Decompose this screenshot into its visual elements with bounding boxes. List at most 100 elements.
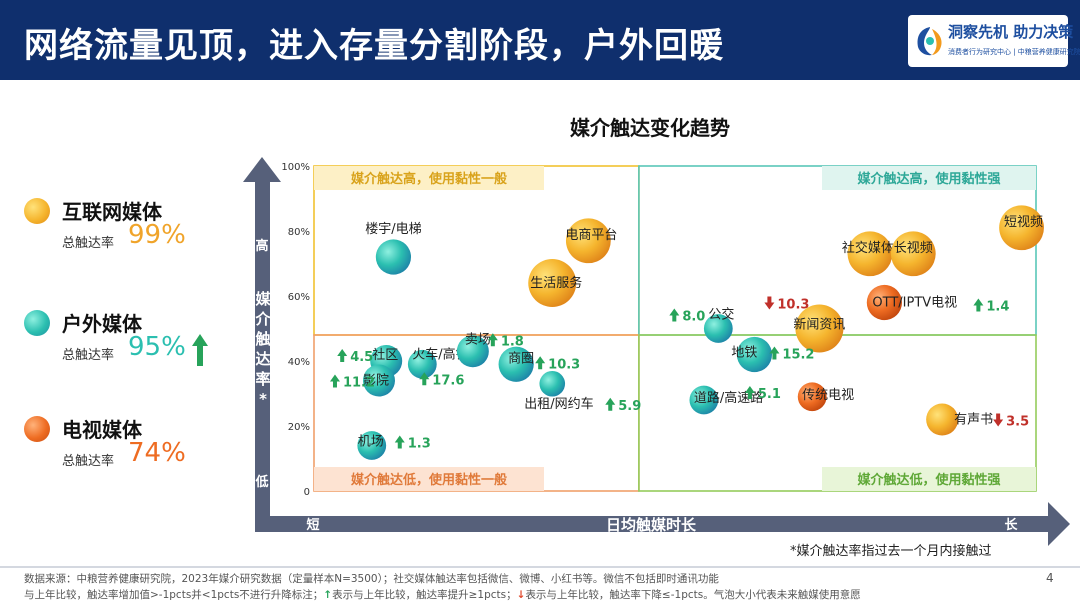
bubble-label: 影院 — [363, 374, 389, 389]
trend-change-value: 15.2 — [782, 348, 814, 363]
chart-footnote: *媒介触达率指过去一个月内接触过 — [790, 544, 992, 559]
bubble-label: 生活服务 — [530, 275, 582, 291]
bubble-label: 传统电视 — [802, 388, 854, 403]
quadrant-label-top-right: 媒介触达高，使用黏性强 — [857, 171, 1000, 187]
y-low-label: 低 — [254, 474, 268, 490]
logo-subtitle: 消费者行为研究中心 | 中粮营养健康研究院 — [948, 48, 1080, 56]
y-tick-label: 40% — [288, 357, 310, 368]
bubble-label: 社区 — [372, 347, 398, 363]
y-tick-label: 80% — [288, 227, 310, 238]
source-text-a: 与上年比较，触达率增加值>-1pcts并<1pcts不进行升降标注； — [24, 589, 324, 601]
bubble — [847, 231, 893, 277]
y-tick-label: 100% — [281, 162, 310, 173]
legend-rate-label: 总触达率 — [62, 454, 115, 469]
page-title: 网络流量见顶，进入存量分割阶段，户外回暖 — [24, 26, 724, 66]
legend-item-tv: 电视媒体 总触达率 74% — [24, 416, 244, 476]
bubble — [539, 370, 566, 397]
bubble — [866, 284, 902, 321]
quadrant-label-top-left-bg — [314, 166, 544, 190]
y-axis-label-char: 触 — [255, 330, 270, 348]
trend-change-value: 4.5 — [350, 350, 373, 365]
y-axis-label-char: 媒 — [255, 290, 271, 308]
quadrant-label-bottom-right-bg — [822, 467, 1036, 491]
trend-change-value: 10.3 — [777, 298, 809, 313]
source-text-b: 表示与上年比较，触达率提升≥1pcts； — [332, 589, 517, 601]
bubble — [362, 364, 395, 397]
trend-change-value: 5.1 — [758, 387, 781, 402]
y-axis-label-char: 达 — [255, 350, 270, 368]
source-line-2: 与上年比较，触达率增加值>-1pcts并<1pcts不进行升降标注；↑表示与上年… — [24, 587, 861, 603]
quadrant-label-bottom-left-bg — [314, 467, 544, 491]
bubble-label: OTT/IPTV电视 — [872, 296, 957, 311]
trend-change-value: 1.8 — [501, 334, 524, 349]
bubble — [375, 239, 412, 275]
bubble — [890, 231, 936, 277]
trend-up-arrow-icon — [487, 333, 498, 347]
x-low-label: 短 — [306, 517, 319, 533]
footer-divider — [0, 566, 1080, 568]
bubble-label: 电商平台 — [565, 228, 617, 243]
logo-mark-icon — [917, 27, 942, 56]
bubble-label: 卖场 — [465, 332, 491, 347]
legend-item-internet: 互联网媒体 总触达率 99% — [24, 198, 244, 258]
source-text-c: 表示与上年比较，触达率下降≤-1pcts。气泡大小代表未来触媒使用意愿 — [525, 589, 861, 601]
header-bar: 网络流量见顶，进入存量分割阶段，户外回暖 洞察先机 助力决策 消费者行为研究中心… — [0, 0, 1080, 80]
bubble-label: 楼宇/电梯 — [365, 222, 421, 237]
trend-change-value: 1.3 — [408, 437, 431, 452]
legend-rate-label: 总触达率 — [62, 348, 115, 363]
bubble-label: 道路/高速路 — [694, 390, 763, 406]
chart-title: 媒介触达变化趋势 — [570, 116, 730, 140]
logo-slogan: 洞察先机 助力决策 — [948, 23, 1074, 41]
trend-change-value: 17.6 — [432, 373, 464, 388]
quadrant-label-bottom-right: 媒介触达低，使用黏性强 — [857, 472, 1000, 488]
quadrant-label-top-right-bg — [822, 166, 1036, 190]
y-axis-label-char: 介 — [254, 310, 271, 328]
trend-change-value: 10.3 — [548, 357, 580, 372]
legend-name: 户外媒体 — [62, 312, 142, 336]
bubble-label: 新闻资讯 — [793, 317, 845, 333]
bubble-label: 公交 — [708, 307, 734, 323]
legend-rate-value: 95% — [128, 332, 186, 362]
bubble — [703, 314, 733, 343]
y-tick-label: 0 — [304, 487, 310, 498]
trend-change-value: 11.2 — [343, 376, 375, 391]
bubble — [689, 385, 719, 415]
bubble-label: 商圈 — [508, 351, 534, 366]
bubble — [999, 205, 1044, 251]
data-source-note: 数据来源：中粮营养健康研究院，2023年媒介研究数据（定量样本N=3500）；社… — [24, 571, 861, 603]
bubble-label: 地铁 — [731, 346, 757, 361]
trend-up-arrow-icon — [769, 346, 780, 360]
x-axis-label: 日均触媒时长 — [606, 516, 697, 534]
legend-rate-value: 99% — [128, 220, 186, 250]
bubble — [926, 403, 959, 436]
trend-up-arrow-icon — [605, 397, 616, 411]
trend-up-arrow-icon — [973, 298, 984, 312]
quadrant-label-top-left: 媒介触达高，使用黏性一般 — [351, 171, 507, 187]
bubble — [357, 431, 387, 460]
y-tick-label: 60% — [288, 292, 310, 303]
trend-down-arrow-icon — [764, 296, 775, 310]
bubble — [498, 346, 534, 382]
trend-change-value: 8.0 — [682, 310, 705, 325]
quadrant-label-bottom-left: 媒介触达低，使用黏性一般 — [351, 472, 507, 488]
trend-change-value: 1.4 — [986, 300, 1009, 315]
trend-up-arrow-icon — [337, 349, 348, 362]
logo: 洞察先机 助力决策 消费者行为研究中心 | 中粮营养健康研究院 — [908, 15, 1080, 67]
bubble — [407, 349, 437, 379]
source-line-1: 数据来源：中粮营养健康研究院，2023年媒介研究数据（定量样本N=3500）；社… — [24, 573, 719, 585]
y-tick-label: 20% — [288, 422, 310, 433]
trend-change-value: 5.9 — [618, 399, 641, 414]
y-axis-label-char: 率 — [255, 370, 270, 388]
trend-change-value: 3.5 — [1006, 415, 1029, 430]
legend-rate-label: 总触达率 — [62, 236, 115, 251]
y-axis-label-char: * — [259, 390, 267, 408]
trend-up-arrow-icon — [419, 372, 430, 386]
legend-name: 互联网媒体 — [62, 200, 162, 224]
x-axis-arrow — [255, 502, 1070, 546]
bubble-label: 短视频 — [1004, 215, 1043, 230]
y-high-label: 高 — [255, 238, 268, 254]
bubble — [528, 259, 577, 307]
trend-up-arrow-icon — [535, 356, 546, 370]
bubble-label: 有声书 — [954, 413, 993, 428]
